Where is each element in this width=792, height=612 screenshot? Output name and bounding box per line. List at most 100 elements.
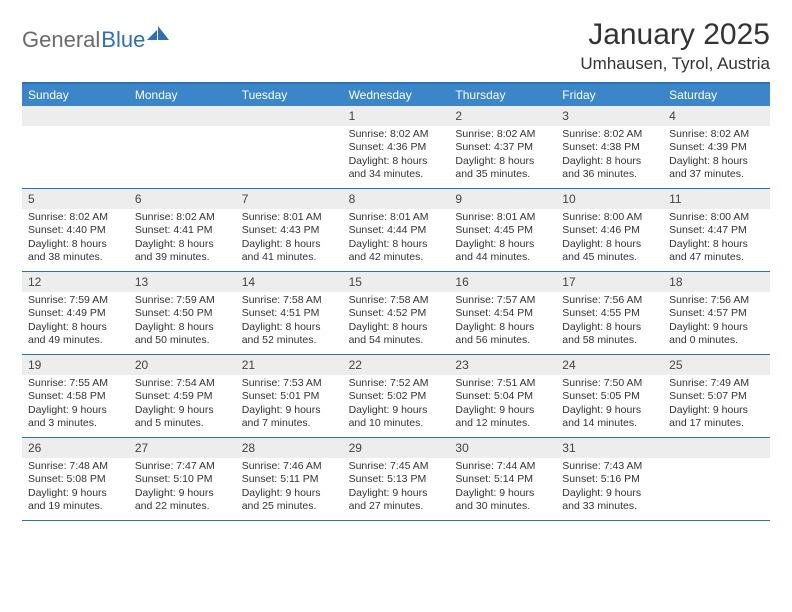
sunrise-text: Sunrise: 7:48 AM: [28, 460, 123, 473]
daylight-text: Daylight: 9 hours and 5 minutes.: [135, 404, 230, 431]
sunset-text: Sunset: 4:59 PM: [135, 390, 230, 403]
day-number: 28: [236, 438, 343, 458]
week-row: 12131415161718Sunrise: 7:59 AMSunset: 4:…: [22, 272, 770, 355]
day-body: Sunrise: 7:44 AMSunset: 5:14 PMDaylight:…: [449, 458, 556, 520]
day-number: 21: [236, 355, 343, 375]
sunrise-text: Sunrise: 7:52 AM: [349, 377, 444, 390]
day-body: Sunrise: 8:00 AMSunset: 4:47 PMDaylight:…: [663, 209, 770, 271]
day-body: Sunrise: 7:57 AMSunset: 4:54 PMDaylight:…: [449, 292, 556, 354]
weekday-label: Thursday: [449, 84, 556, 106]
day-number: [22, 106, 129, 126]
daylight-text: Daylight: 8 hours and 34 minutes.: [349, 155, 444, 182]
daylight-text: Daylight: 9 hours and 25 minutes.: [242, 487, 337, 514]
day-body: Sunrise: 7:58 AMSunset: 4:52 PMDaylight:…: [343, 292, 450, 354]
day-body: Sunrise: 8:01 AMSunset: 4:45 PMDaylight:…: [449, 209, 556, 271]
day-body: Sunrise: 7:56 AMSunset: 4:55 PMDaylight:…: [556, 292, 663, 354]
day-number: 11: [663, 189, 770, 209]
day-number: 23: [449, 355, 556, 375]
sunrise-text: Sunrise: 7:58 AM: [349, 294, 444, 307]
day-body: [236, 126, 343, 188]
sunset-text: Sunset: 4:51 PM: [242, 307, 337, 320]
sunrise-text: Sunrise: 7:45 AM: [349, 460, 444, 473]
sunrise-text: Sunrise: 8:02 AM: [455, 128, 550, 141]
calendar-page: General Blue January 2025 Umhausen, Tyro…: [0, 0, 792, 531]
weeks-container: 1234Sunrise: 8:02 AMSunset: 4:36 PMDayli…: [22, 106, 770, 521]
calendar: Sunday Monday Tuesday Wednesday Thursday…: [22, 82, 770, 521]
daylight-text: Daylight: 8 hours and 54 minutes.: [349, 321, 444, 348]
day-number: 19: [22, 355, 129, 375]
day-number: 7: [236, 189, 343, 209]
daybody-row: Sunrise: 8:02 AMSunset: 4:40 PMDaylight:…: [22, 209, 770, 271]
day-body: Sunrise: 8:02 AMSunset: 4:36 PMDaylight:…: [343, 126, 450, 188]
day-body: Sunrise: 7:52 AMSunset: 5:02 PMDaylight:…: [343, 375, 450, 437]
sunset-text: Sunset: 4:38 PM: [562, 141, 657, 154]
daybody-row: Sunrise: 7:59 AMSunset: 4:49 PM Daylight:…: [22, 292, 770, 354]
day-body: Sunrise: 8:00 AMSunset: 4:46 PMDaylight:…: [556, 209, 663, 271]
day-number: 10: [556, 189, 663, 209]
day-body: Sunrise: 8:02 AMSunset: 4:40 PMDaylight:…: [22, 209, 129, 271]
sunrise-text: Sunrise: 8:02 AM: [135, 211, 230, 224]
day-body: Sunrise: 7:51 AMSunset: 5:04 PMDaylight:…: [449, 375, 556, 437]
sunset-text: Sunset: 5:01 PM: [242, 390, 337, 403]
day-number: 15: [343, 272, 450, 292]
day-number: 20: [129, 355, 236, 375]
sunrise-text: Sunrise: 7:53 AM: [242, 377, 337, 390]
sunset-text: Sunset: 4:40 PM: [28, 224, 123, 237]
day-body: Sunrise: 7:48 AMSunset: 5:08 PMDaylight:…: [22, 458, 129, 520]
sunset-text: Sunset: 5:07 PM: [669, 390, 764, 403]
daylight-text: Daylight: 9 hours and 10 minutes.: [349, 404, 444, 431]
daylight-text: Daylight: 8 hours and 42 minutes.: [349, 238, 444, 265]
daylight-text: Daylight: 8 hours and 39 minutes.: [135, 238, 230, 265]
day-number: 17: [556, 272, 663, 292]
brand-mark-icon: [147, 24, 169, 45]
day-number: 9: [449, 189, 556, 209]
day-body: [663, 458, 770, 520]
day-number: 22: [343, 355, 450, 375]
sunrise-text: Sunrise: 7:43 AM: [562, 460, 657, 473]
sunset-text: Sunset: 4:41 PM: [135, 224, 230, 237]
sunset-text: Sunset: 4:58 PM: [28, 390, 123, 403]
day-body: Sunrise: 8:01 AMSunset: 4:43 PMDaylight:…: [236, 209, 343, 271]
sunset-text: Sunset: 4:44 PM: [349, 224, 444, 237]
daylight-text: Daylight: 9 hours and 22 minutes.: [135, 487, 230, 514]
sunrise-text: Sunrise: 7:58 AM: [242, 294, 337, 307]
day-number: 4: [663, 106, 770, 126]
daynum-row: 1234: [22, 106, 770, 126]
day-number: 24: [556, 355, 663, 375]
daynum-row: 12131415161718: [22, 272, 770, 292]
sunset-text: Sunset: 5:11 PM: [242, 473, 337, 486]
day-body: [22, 126, 129, 188]
sunset-text: Sunset: 4:52 PM: [349, 307, 444, 320]
sunrise-text: Sunrise: 7:46 AM: [242, 460, 337, 473]
sunrise-text: Sunrise: 8:01 AM: [349, 211, 444, 224]
sunset-text: Sunset: 4:54 PM: [455, 307, 550, 320]
day-number: 30: [449, 438, 556, 458]
day-number: 8: [343, 189, 450, 209]
daynum-row: 19202122232425: [22, 355, 770, 375]
day-number: 12: [22, 272, 129, 292]
daylight-text: Daylight: 8 hours and 37 minutes.: [669, 155, 764, 182]
brand-logo: General Blue: [22, 24, 169, 55]
location: Umhausen, Tyrol, Austria: [580, 54, 770, 74]
day-body: Sunrise: 7:49 AMSunset: 5:07 PMDaylight:…: [663, 375, 770, 437]
brand-text-2: Blue: [101, 27, 145, 53]
daylight-text: Daylight: 8 hours and 38 minutes.: [28, 238, 123, 265]
sunset-text: Sunset: 5:13 PM: [349, 473, 444, 486]
day-body: Sunrise: 7:50 AMSunset: 5:05 PMDaylight:…: [556, 375, 663, 437]
sunset-text: Sunset: 4:49 PM: [28, 307, 123, 320]
daylight-text: Daylight: 9 hours and 27 minutes.: [349, 487, 444, 514]
weekday-header: Sunday Monday Tuesday Wednesday Thursday…: [22, 84, 770, 106]
weekday-label: Saturday: [663, 84, 770, 106]
daynum-row: 567891011: [22, 189, 770, 209]
daylight-text: Daylight: 9 hours and 14 minutes.: [562, 404, 657, 431]
sunrise-text: Sunrise: 8:01 AM: [242, 211, 337, 224]
sunset-text: Sunset: 5:05 PM: [562, 390, 657, 403]
daylight-text: Daylight: 8 hours and 36 minutes.: [562, 155, 657, 182]
sunrise-text: Sunrise: 8:00 AM: [562, 211, 657, 224]
day-number: 31: [556, 438, 663, 458]
sunrise-text: Sunrise: 7:59 AM: [28, 294, 123, 307]
day-number: 25: [663, 355, 770, 375]
day-body: [129, 126, 236, 188]
day-number: 16: [449, 272, 556, 292]
sunrise-text: Sunrise: 7:55 AM: [28, 377, 123, 390]
